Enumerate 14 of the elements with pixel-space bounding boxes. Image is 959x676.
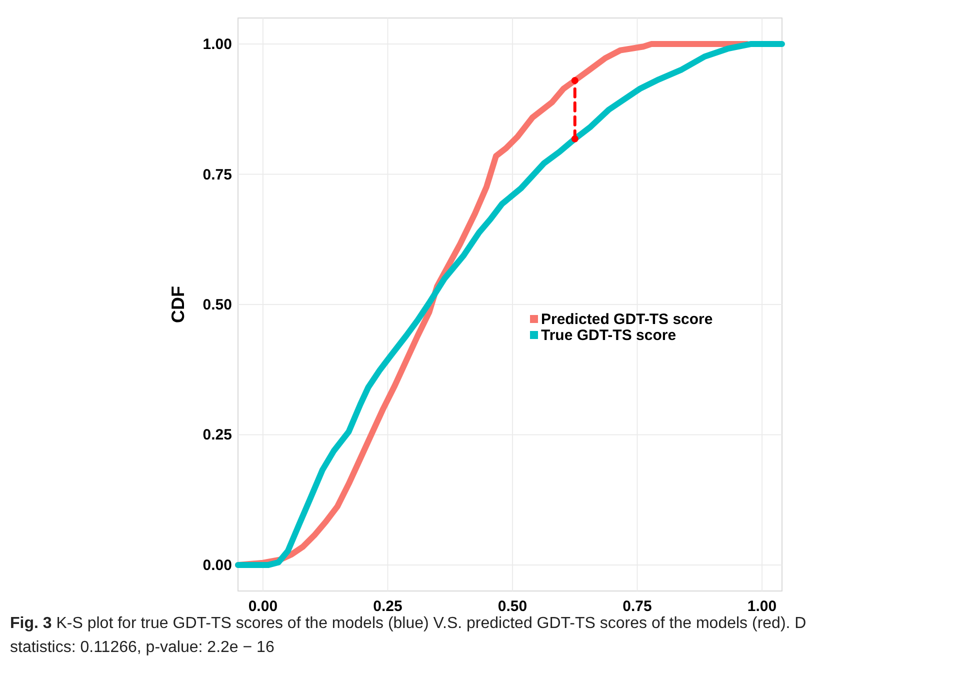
y-axis-title: CDF — [168, 286, 188, 323]
legend-label: True GDT-TS score — [541, 327, 676, 344]
x-tick-label: 0.75 — [622, 598, 652, 615]
y-tick-label: 0.50 — [202, 296, 232, 314]
x-tick-label: 0.50 — [498, 598, 528, 615]
y-tick-label: 0.75 — [202, 166, 232, 184]
x-tick-label: 0.25 — [373, 598, 402, 615]
legend-label: Predicted GDT-TS score — [541, 311, 713, 328]
y-tick-label: 0.25 — [202, 426, 232, 444]
y-tick-label: 0.00 — [202, 556, 232, 574]
text: Fig. 3 K-S plot for true GDT-TS scores of the models (blue) V.S. predicted GDT-TS scores of the models (red). D statistics: 0.11266, p-value: 2.2e − 16 — [10, 615, 806, 656]
x-tick-label: 1.00 — [747, 598, 777, 615]
y-tick-label: 1.00 — [202, 36, 232, 54]
x-tick-label: 0.00 — [248, 598, 278, 615]
